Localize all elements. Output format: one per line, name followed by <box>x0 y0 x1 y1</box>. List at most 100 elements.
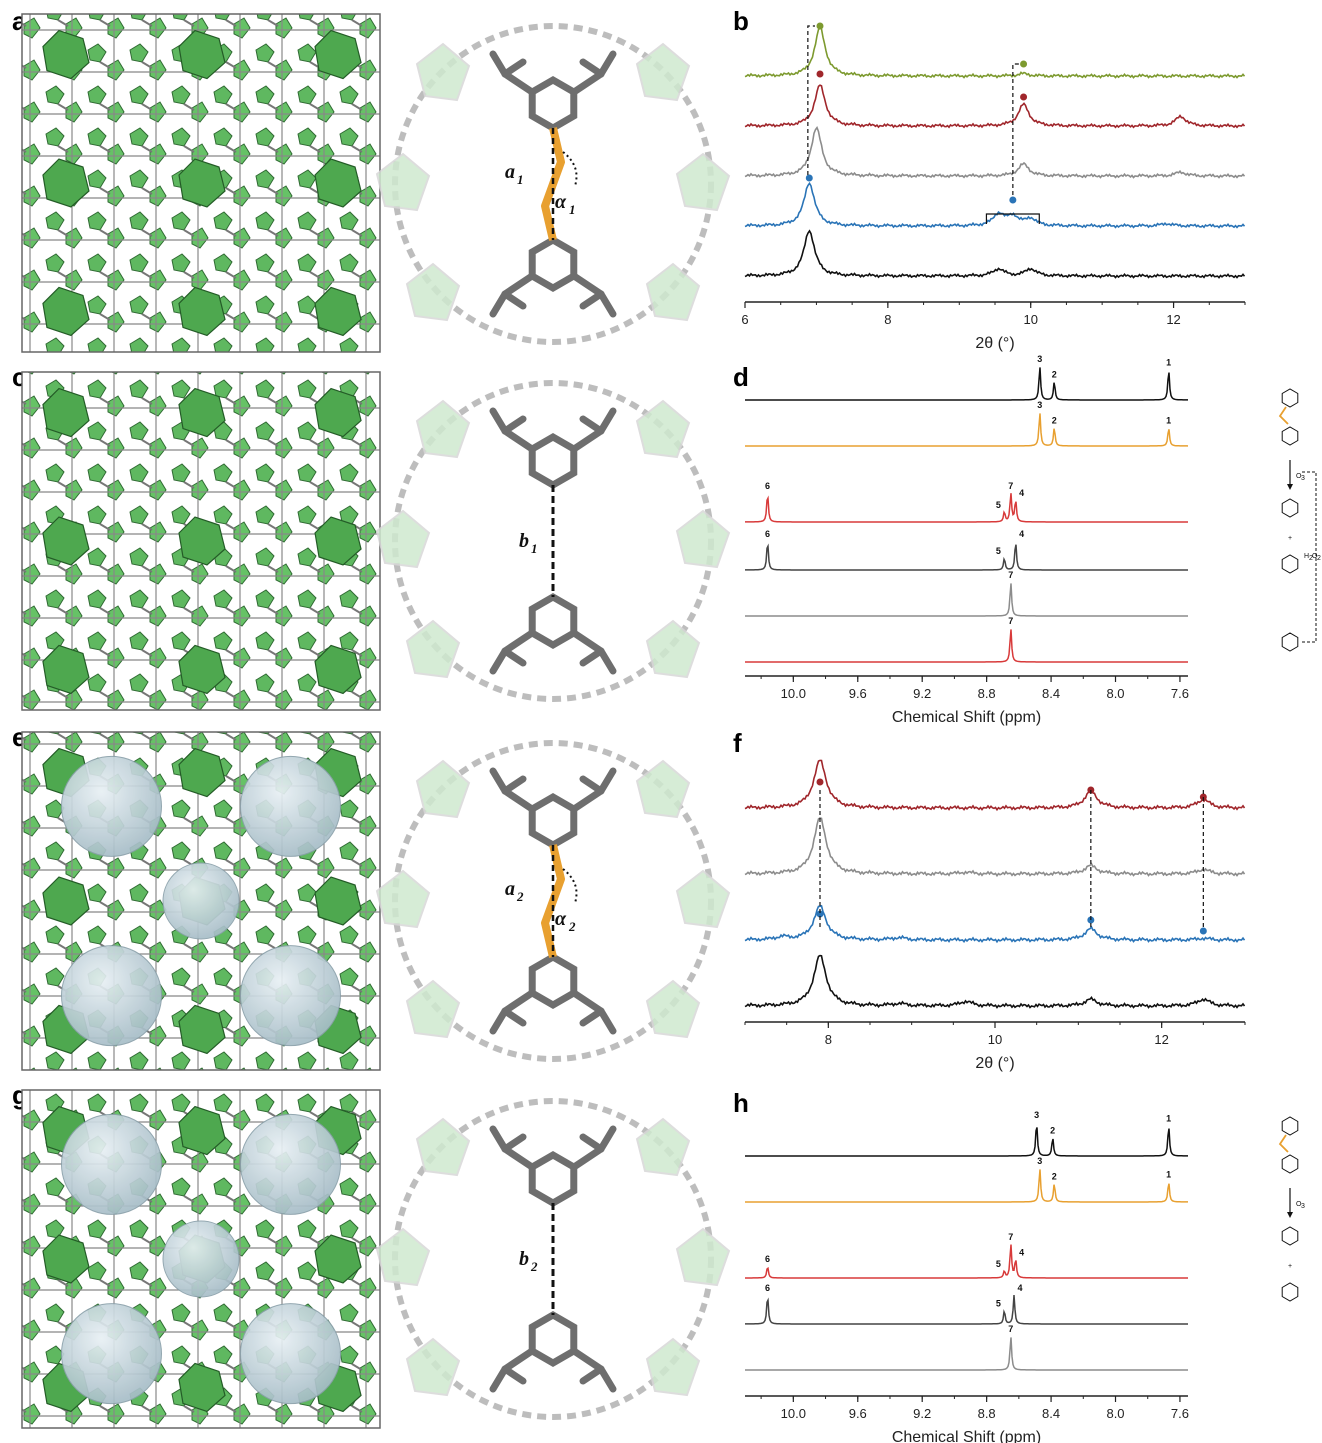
metal-cluster <box>178 644 226 695</box>
faded-cluster <box>375 869 431 929</box>
x-tick-label: 8 <box>884 312 891 327</box>
angle-label: α <box>555 908 567 930</box>
shift-guide <box>1012 63 1020 195</box>
carboxyl-arm <box>501 1365 527 1385</box>
x-axis-label: Chemical Shift (ppm) <box>892 1429 1041 1443</box>
carboxyl-arm <box>570 427 605 453</box>
x-tick-label: 7.6 <box>1171 1406 1189 1421</box>
peak-marker <box>816 910 824 918</box>
pore-sphere <box>61 1113 162 1215</box>
faded-cluster <box>635 42 691 102</box>
peak-number-label: 4 <box>1019 488 1024 498</box>
chart-h: 10.0 9.6 9.2 8.8 8.4 8.0 7.6 Chemical Shift (pp… <box>745 1110 1189 1443</box>
metal-cluster <box>314 516 362 566</box>
faded-cluster <box>645 262 701 322</box>
x-axis-label: 2θ (°) <box>975 335 1014 352</box>
chart-f: 8 10 12 2θ (°) <box>744 759 1246 1072</box>
x-tick-label: 10.0 <box>781 686 806 701</box>
peak-number-label: 1 <box>1166 1113 1171 1123</box>
metal-cluster <box>42 158 90 208</box>
carboxyl-arm <box>579 775 605 795</box>
pattern-trace <box>744 26 1246 79</box>
benzene-ring <box>528 235 578 293</box>
faded-cluster <box>675 869 731 929</box>
x-tick-label: 12 <box>1166 312 1180 327</box>
carboxyl-arm <box>501 787 536 813</box>
x-axis-label: 2θ (°) <box>975 1055 1014 1072</box>
peak-number-label: 2 <box>1052 415 1057 425</box>
x-axis-label: Chemical Shift (ppm) <box>892 709 1041 726</box>
panel-label-b: b <box>733 6 749 36</box>
scheme-ring <box>1281 498 1299 518</box>
pattern-trace <box>744 84 1246 129</box>
nmr-trace <box>745 1294 1188 1325</box>
peak-number-label: 7 <box>1008 1232 1013 1242</box>
peak-number-label: 7 <box>1008 1324 1013 1334</box>
scheme-reagent-2-sub: 2 <box>1309 555 1313 562</box>
carboxyl-arm <box>501 647 527 667</box>
carboxyl-arm <box>579 647 605 667</box>
carboxyl-arm <box>489 50 509 78</box>
peak-number-label: 6 <box>765 1283 770 1293</box>
scheme-plus: + <box>1288 1263 1292 1270</box>
carboxyl-arm <box>570 1347 605 1373</box>
pore-sphere <box>240 1113 341 1215</box>
peak-number-label: 5 <box>996 500 1001 510</box>
carboxyl-arm <box>489 1007 509 1035</box>
benzene-ring <box>528 952 578 1010</box>
x-tick-label: 8.8 <box>978 1406 996 1421</box>
scheme-arrowhead <box>1287 484 1293 490</box>
angle-arc <box>562 151 578 187</box>
carboxyl-arm <box>489 767 509 795</box>
metal-cluster <box>314 286 362 337</box>
peak-number-label: 3 <box>1037 400 1042 410</box>
peak-number-label: 3 <box>1037 354 1042 364</box>
metal-cluster <box>42 644 90 695</box>
carboxyl-arm <box>501 290 527 310</box>
peak-marker <box>1199 927 1207 935</box>
framework-e <box>21 731 381 1071</box>
metal-cluster <box>178 286 226 337</box>
angle-label-sub: 2 <box>568 919 576 934</box>
pattern-trace <box>744 904 1246 944</box>
angle-arc <box>562 868 578 904</box>
carboxyl-arm <box>597 767 617 795</box>
pore-sphere <box>240 1303 341 1405</box>
carboxyl-arm <box>501 415 527 435</box>
x-tick-label: 12 <box>1154 1032 1168 1047</box>
nmr-trace <box>745 543 1188 571</box>
peak-number-label: 7 <box>1008 570 1013 580</box>
peak-number-label: 4 <box>1018 1283 1023 1293</box>
faded-cluster <box>645 1337 701 1397</box>
peak-bracket <box>985 213 1040 224</box>
nmr-trace <box>745 1337 1188 1371</box>
carboxyl-arm <box>489 290 509 318</box>
x-tick-label: 8.4 <box>1042 1406 1060 1421</box>
nmr-trace <box>745 1127 1188 1157</box>
scheme-arrowhead <box>1287 1212 1293 1218</box>
peak-number-label: 6 <box>765 529 770 539</box>
pore-sphere <box>162 1220 240 1298</box>
faded-cluster <box>645 979 701 1039</box>
framework-g <box>21 1089 381 1429</box>
peak-number-label: 2 <box>1052 369 1057 379</box>
bond-label-sub: 1 <box>517 172 524 187</box>
carboxyl-arm <box>597 647 617 675</box>
peak-number-label: 1 <box>1166 357 1171 367</box>
pore-sphere <box>61 1303 162 1405</box>
angle-label: α <box>555 191 567 213</box>
pore-sphere <box>240 755 341 857</box>
x-tick-label: 8.0 <box>1106 686 1124 701</box>
carboxyl-arm <box>597 290 617 318</box>
peak-number-label: 4 <box>1019 529 1024 539</box>
bond-label-sub: 1 <box>531 541 538 556</box>
faded-cluster <box>635 1117 691 1177</box>
faded-cluster <box>415 399 471 459</box>
metal-cluster <box>42 1234 90 1284</box>
carboxyl-arm <box>570 272 605 298</box>
peak-number-label: 7 <box>1008 481 1013 491</box>
faded-cluster <box>405 979 461 1039</box>
